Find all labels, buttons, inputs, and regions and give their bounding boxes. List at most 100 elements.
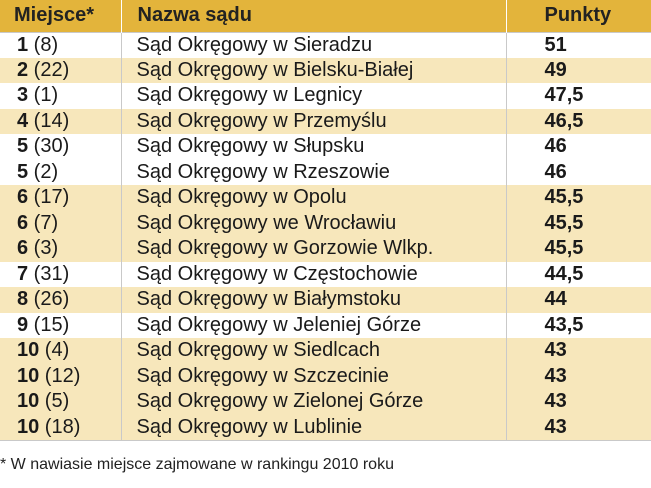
previous-rank: (22) bbox=[28, 58, 70, 81]
points-cell: 46 bbox=[506, 159, 651, 185]
previous-rank: (18) bbox=[39, 415, 81, 438]
table-row: 5 (2) Sąd Okręgowy w Rzeszowie 46 bbox=[0, 159, 651, 185]
table-row: 10 (5) Sąd Okręgowy w Zielonej Górze 43 bbox=[0, 389, 651, 415]
rank-value: 6 bbox=[17, 237, 29, 260]
place-cell: 6 (17) bbox=[0, 185, 122, 211]
points-cell: 51 bbox=[506, 31, 651, 58]
court-name-cell: Sąd Okręgowy w Bielsku-Białej bbox=[121, 57, 507, 83]
place-cell: 10 (4) bbox=[0, 338, 122, 364]
rank-value: 1 bbox=[17, 33, 29, 56]
place-cell: 2 (22) bbox=[0, 57, 122, 83]
table-row: 6 (7) Sąd Okręgowy we Wrocławiu 45,5 bbox=[0, 210, 651, 236]
court-name-cell: Sąd Okręgowy w Słupsku bbox=[121, 134, 507, 160]
previous-rank: (15) bbox=[28, 313, 70, 336]
table-row: 10 (18) Sąd Okręgowy w Lublinie 43 bbox=[0, 414, 651, 441]
place-cell: 8 (26) bbox=[0, 287, 122, 313]
rank-value: 4 bbox=[17, 109, 29, 132]
table-row: 7 (31) Sąd Okręgowy w Częstochowie 44,5 bbox=[0, 261, 651, 287]
place-cell: 6 (3) bbox=[0, 236, 122, 262]
court-name-cell: Sąd Okręgowy w Częstochowie bbox=[121, 261, 507, 287]
ranking-table: Miejsce* Nazwa sądu Punkty 1 (8) Sąd Okr… bbox=[0, 0, 651, 441]
place-cell: 3 (1) bbox=[0, 83, 122, 109]
place-cell: 9 (15) bbox=[0, 312, 122, 338]
court-name-cell: Sąd Okręgowy w Sieradzu bbox=[121, 31, 507, 58]
points-cell: 43 bbox=[506, 363, 651, 389]
points-cell: 43 bbox=[506, 414, 651, 441]
previous-rank: (4) bbox=[39, 339, 70, 362]
table-row: 5 (30) Sąd Okręgowy w Słupsku 46 bbox=[0, 134, 651, 160]
rank-value: 5 bbox=[17, 160, 29, 183]
rank-value: 10 bbox=[17, 390, 40, 413]
points-cell: 46,5 bbox=[506, 108, 651, 134]
points-cell: 43 bbox=[506, 338, 651, 364]
court-name-cell: Sąd Okręgowy w Lublinie bbox=[121, 414, 507, 441]
previous-rank: (17) bbox=[28, 186, 70, 209]
court-name-cell: Sąd Okręgowy w Przemyślu bbox=[121, 108, 507, 134]
rank-value: 9 bbox=[17, 313, 29, 336]
rank-value: 7 bbox=[17, 262, 29, 285]
table-header-row: Miejsce* Nazwa sądu Punkty bbox=[0, 0, 651, 32]
previous-rank: (14) bbox=[28, 109, 70, 132]
table-row: 6 (3) Sąd Okręgowy w Gorzowie Wlkp. 45,5 bbox=[0, 236, 651, 262]
points-cell: 47,5 bbox=[506, 83, 651, 109]
rank-value: 6 bbox=[17, 186, 29, 209]
table-row: 6 (17) Sąd Okręgowy w Opolu 45,5 bbox=[0, 185, 651, 211]
previous-rank: (26) bbox=[28, 288, 70, 311]
court-name-cell: Sąd Okręgowy w Szczecinie bbox=[121, 363, 507, 389]
points-cell: 46 bbox=[506, 134, 651, 160]
points-cell: 45,5 bbox=[506, 236, 651, 262]
points-cell: 44 bbox=[506, 287, 651, 313]
court-name-cell: Sąd Okręgowy we Wrocławiu bbox=[121, 210, 507, 236]
previous-rank: (12) bbox=[39, 364, 81, 387]
court-name-cell: Sąd Okręgowy w Rzeszowie bbox=[121, 159, 507, 185]
court-name-cell: Sąd Okręgowy w Gorzowie Wlkp. bbox=[121, 236, 507, 262]
previous-rank: (8) bbox=[28, 33, 59, 56]
rank-value: 2 bbox=[17, 58, 29, 81]
points-cell: 43 bbox=[506, 389, 651, 415]
place-cell: 5 (30) bbox=[0, 134, 122, 160]
place-cell: 10 (5) bbox=[0, 389, 122, 415]
place-cell: 7 (31) bbox=[0, 261, 122, 287]
table-row: 10 (4) Sąd Okręgowy w Siedlcach 43 bbox=[0, 338, 651, 364]
place-cell: 5 (2) bbox=[0, 159, 122, 185]
previous-rank: (1) bbox=[28, 84, 59, 107]
place-cell: 4 (14) bbox=[0, 108, 122, 134]
points-cell: 45,5 bbox=[506, 210, 651, 236]
place-cell: 1 (8) bbox=[0, 31, 122, 58]
previous-rank: (7) bbox=[28, 211, 59, 234]
points-cell: 44,5 bbox=[506, 261, 651, 287]
footnote: * W nawiasie miejsce zajmowane w ranking… bbox=[0, 456, 394, 473]
previous-rank: (30) bbox=[28, 135, 70, 158]
rank-value: 10 bbox=[17, 415, 40, 438]
place-cell: 6 (7) bbox=[0, 210, 122, 236]
court-name-cell: Sąd Okręgowy w Zielonej Górze bbox=[121, 389, 507, 415]
rank-value: 6 bbox=[17, 211, 29, 234]
header-points: Punkty bbox=[506, 0, 651, 32]
points-cell: 45,5 bbox=[506, 185, 651, 211]
place-cell: 10 (18) bbox=[0, 414, 122, 441]
rank-value: 5 bbox=[17, 135, 29, 158]
points-cell: 43,5 bbox=[506, 312, 651, 338]
table-row: 4 (14) Sąd Okręgowy w Przemyślu 46,5 bbox=[0, 108, 651, 134]
previous-rank: (3) bbox=[28, 237, 59, 260]
table-row: 8 (26) Sąd Okręgowy w Białymstoku 44 bbox=[0, 287, 651, 313]
header-place: Miejsce* bbox=[0, 0, 122, 32]
rank-value: 8 bbox=[17, 288, 29, 311]
court-name-cell: Sąd Okręgowy w Jeleniej Górze bbox=[121, 312, 507, 338]
table-row: 9 (15) Sąd Okręgowy w Jeleniej Górze 43,… bbox=[0, 312, 651, 338]
points-cell: 49 bbox=[506, 57, 651, 83]
previous-rank: (2) bbox=[28, 160, 59, 183]
table-row: 3 (1) Sąd Okręgowy w Legnicy 47,5 bbox=[0, 83, 651, 109]
rank-value: 10 bbox=[17, 339, 40, 362]
previous-rank: (31) bbox=[28, 262, 70, 285]
court-name-cell: Sąd Okręgowy w Siedlcach bbox=[121, 338, 507, 364]
court-name-cell: Sąd Okręgowy w Opolu bbox=[121, 185, 507, 211]
court-name-cell: Sąd Okręgowy w Legnicy bbox=[121, 83, 507, 109]
table-row: 2 (22) Sąd Okręgowy w Bielsku-Białej 49 bbox=[0, 57, 651, 83]
court-name-cell: Sąd Okręgowy w Białymstoku bbox=[121, 287, 507, 313]
place-cell: 10 (12) bbox=[0, 363, 122, 389]
previous-rank: (5) bbox=[39, 390, 70, 413]
rank-value: 10 bbox=[17, 364, 40, 387]
table-row: 1 (8) Sąd Okręgowy w Sieradzu 51 bbox=[0, 31, 651, 58]
